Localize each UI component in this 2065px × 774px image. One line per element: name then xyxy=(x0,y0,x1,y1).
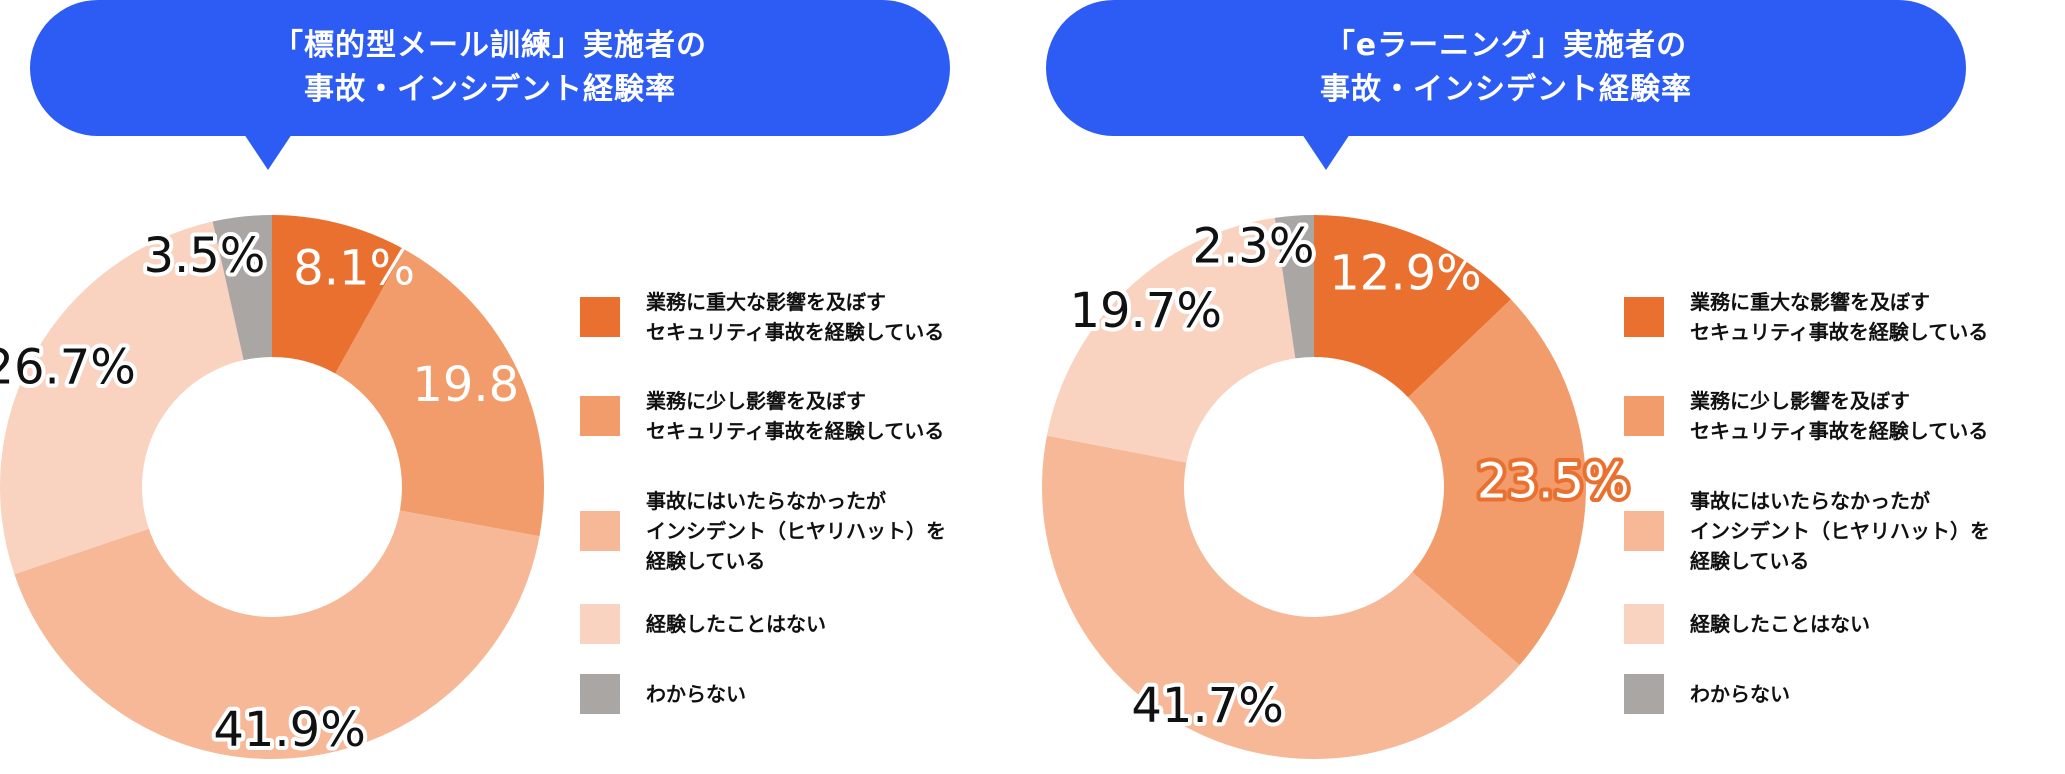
legend: 業務に重大な影響を及ぼす セキュリティ事故を経験している 業務に少し影響を及ぼす… xyxy=(580,275,946,729)
legend-swatch xyxy=(1624,674,1664,714)
donut-slice xyxy=(212,215,272,361)
chart-title-line1: 「標的型メール訓練」実施者の xyxy=(273,28,707,63)
donut-chart: 12.9%23.5%23.5%41.7%41.7%19.7%19.7%2.3%2… xyxy=(1042,215,1634,759)
legend-item: 業務に少し影響を及ぼす セキュリティ事故を経験している xyxy=(580,359,946,473)
legend-swatch xyxy=(1624,297,1664,337)
donut-slice xyxy=(335,249,544,537)
legend-item: 業務に少し影響を及ぼす セキュリティ事故を経験している xyxy=(1624,359,1990,473)
slice-label: 2.3% xyxy=(1192,219,1314,275)
legend-label: 業務に少し影響を及ぼす セキュリティ事故を経験している xyxy=(1690,389,1989,443)
donut-chart: 8.1%19.8%41.9%41.9%26.7%26.7%3.5%3.5% xyxy=(0,215,565,762)
legend-item: 経験したことはない xyxy=(580,589,946,659)
legend-item: 事故にはいたらなかったが インシデント（ヒヤリハット）を 経験している xyxy=(580,473,946,589)
chart-title-bubble: 「eラーニング」実施者の 事故・インシデント経験率 xyxy=(1046,0,1966,136)
slice-label-outline: 41.9% xyxy=(213,702,365,758)
donut-slice xyxy=(14,510,540,759)
legend-swatch xyxy=(1624,604,1664,644)
legend-item: わからない xyxy=(580,659,946,729)
slice-label: 41.7% xyxy=(1131,678,1283,734)
chart-title-line2: 事故・インシデント経験率 xyxy=(1320,72,1692,107)
slice-label-outline: 19.7% xyxy=(1069,283,1221,339)
legend-item: 経験したことはない xyxy=(1624,589,1990,659)
slice-label: 19.7% xyxy=(1069,283,1221,339)
legend-swatch xyxy=(580,604,620,644)
donut-slice xyxy=(1314,215,1511,398)
legend-item: 事故にはいたらなかったが インシデント（ヒヤリハット）を 経験している xyxy=(1624,473,1990,589)
legend-swatch xyxy=(1624,511,1664,551)
legend: 業務に重大な影響を及ぼす セキュリティ事故を経験している 業務に少し影響を及ぼす… xyxy=(1624,275,1990,729)
slice-label-outline: 2.3% xyxy=(1192,219,1314,275)
donut-slice xyxy=(0,221,244,575)
slice-label: 41.9% xyxy=(213,702,365,758)
donut-slice xyxy=(1046,217,1296,463)
legend-swatch xyxy=(580,511,620,551)
slice-label: 26.7% xyxy=(0,340,136,396)
bubble-tail xyxy=(1302,134,1350,170)
legend-label: 経験したことはない xyxy=(646,612,826,636)
legend-label: 業務に少し影響を及ぼす セキュリティ事故を経験している xyxy=(646,389,945,443)
chart-panel-left: 「標的型メール訓練」実施者の 事故・インシデント経験率 8.1% 19.8% 41.… xyxy=(0,0,1032,774)
slice-label: 3.5% xyxy=(143,228,265,284)
chart-title-line1: 「eラーニング」実施者の xyxy=(1324,28,1688,63)
legend-label: 業務に重大な影響を及ぼす セキュリティ事故を経験している xyxy=(1690,290,1989,344)
legend-swatch xyxy=(580,297,620,337)
legend-label: 業務に重大な影響を及ぼす セキュリティ事故を経験している xyxy=(646,290,945,344)
legend-swatch xyxy=(580,674,620,714)
slice-label-outline: 26.7% xyxy=(0,340,136,396)
bubble-tail xyxy=(244,134,292,170)
slice-label: 19.8% xyxy=(412,357,564,413)
legend-swatch xyxy=(1624,396,1664,436)
legend-swatch xyxy=(580,396,620,436)
donut-slice xyxy=(1408,299,1586,666)
legend-item: 業務に重大な影響を及ぼす セキュリティ事故を経験している xyxy=(580,275,946,359)
chart-title-line2: 事故・インシデント経験率 xyxy=(304,72,676,107)
legend-label: わからない xyxy=(646,682,746,706)
legend-label: 経験したことはない xyxy=(1690,612,1870,636)
slice-label-outline: 3.5% xyxy=(143,228,265,284)
chart-panel-right: 「eラーニング」実施者の 事故・インシデント経験率 12.9% 23.5% 23.5… xyxy=(1032,0,2064,774)
slice-label: 23.5% xyxy=(1477,453,1629,509)
legend-label: 事故にはいたらなかったが インシデント（ヒヤリハット）を 経験している xyxy=(1690,489,1990,573)
slice-label: 12.9% xyxy=(1329,246,1481,302)
legend-label: 事故にはいたらなかったが インシデント（ヒヤリハット）を 経験している xyxy=(646,489,946,573)
slice-label-outline: 23.5% xyxy=(1477,453,1629,509)
legend-label: わからない xyxy=(1690,682,1790,706)
donut-slice xyxy=(1042,435,1520,759)
legend-item: 業務に重大な影響を及ぼす セキュリティ事故を経験している xyxy=(1624,275,1990,359)
donut-slice xyxy=(1274,215,1314,359)
slice-label-outline: 41.7% xyxy=(1131,678,1283,734)
chart-title-bubble: 「標的型メール訓練」実施者の 事故・インシデント経験率 xyxy=(30,0,950,136)
legend-item: わからない xyxy=(1624,659,1990,729)
donut-slice xyxy=(272,215,405,374)
slice-label: 8.1% xyxy=(293,240,415,296)
